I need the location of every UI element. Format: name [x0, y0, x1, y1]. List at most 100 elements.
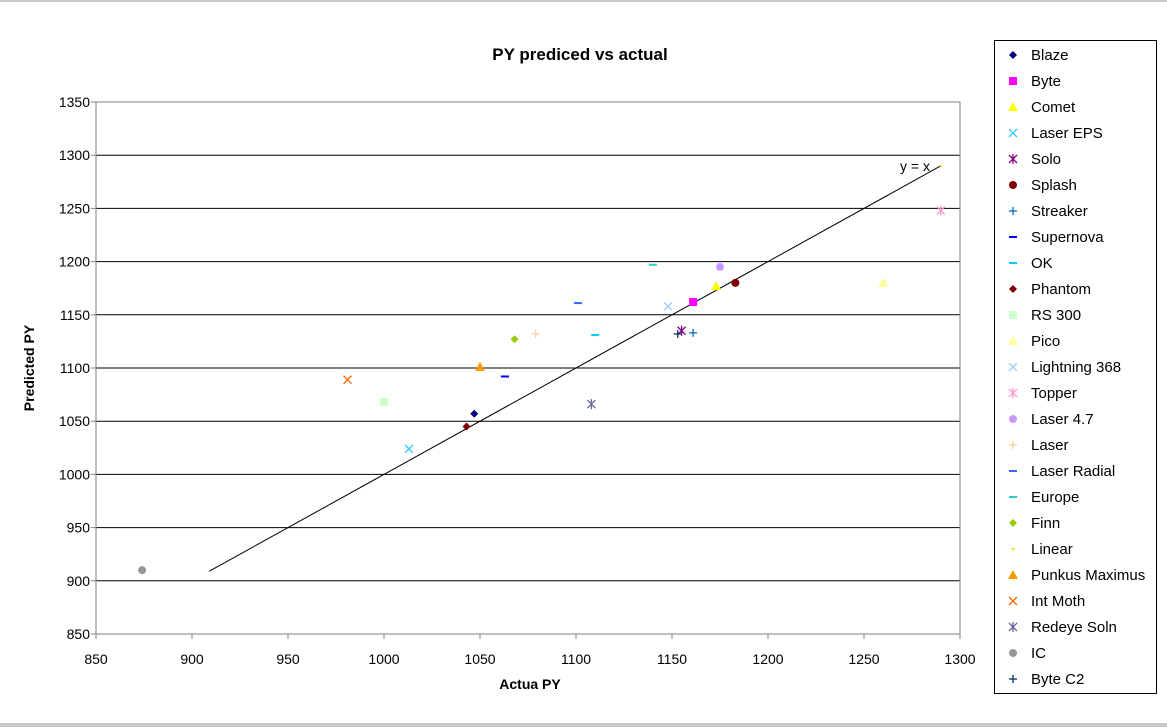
x-tick-label: 1300 — [944, 651, 975, 667]
x-tick-label: 1200 — [752, 651, 783, 667]
x-tick-label: 1000 — [368, 651, 399, 667]
legend-item-streaker: Streaker — [995, 198, 1155, 224]
legend-item-rs-300: RS 300 — [995, 302, 1155, 328]
legend-label: RS 300 — [1031, 306, 1082, 324]
x-axis-ticks: 850 900 950 1000 1050 1100 1150 1200 1250 1300 — [84, 634, 976, 667]
data-point-rs-300 — [380, 398, 388, 407]
legend-marker-icon — [995, 68, 1031, 94]
y-axis-ticks: 850 900 950 1000 1050 1100 1150 1200 1250 1300 135… — [59, 94, 96, 642]
x-tick-label: 900 — [180, 651, 204, 667]
legend-item-byte-c2: Byte C2 — [995, 666, 1155, 692]
legend-item-redeye-soln: Redeye Soln — [995, 614, 1155, 640]
legend-label: Laser 4.7 — [1031, 410, 1094, 428]
legend-marker-icon — [995, 198, 1031, 224]
legend-marker-int-moth — [1008, 596, 1018, 606]
legend-label: Finn — [1031, 514, 1061, 532]
legend-marker-icon — [995, 588, 1031, 614]
x-tick-label: 1250 — [848, 651, 879, 667]
legend-marker-ic — [1009, 649, 1017, 657]
legend-label: Phantom — [1031, 280, 1092, 298]
legend-item-pico: Pico — [995, 328, 1155, 354]
y-tick-label: 1200 — [59, 254, 90, 270]
legend-marker-icon — [995, 94, 1031, 120]
legend-marker-solo — [1008, 154, 1018, 164]
legend-label: Redeye Soln — [1031, 618, 1117, 636]
legend-marker-icon — [995, 276, 1031, 302]
legend-marker-lightning-368 — [1008, 362, 1018, 372]
y-tick-label: 1250 — [59, 200, 90, 216]
data-point-int-moth — [343, 375, 352, 385]
legend-label: Byte — [1031, 72, 1062, 90]
legend-label: Punkus Maximus — [1031, 566, 1146, 584]
legend: Blaze Byte Comet Laser EPS Solo Splash Streake… — [994, 40, 1157, 694]
legend-item-ok: OK — [995, 250, 1155, 276]
data-point-pico — [878, 277, 889, 287]
legend-marker-topper — [1008, 388, 1018, 398]
legend-marker-laser-4-7 — [1009, 415, 1017, 423]
legend-marker-pico — [1008, 336, 1018, 345]
legend-item-blaze: Blaze — [995, 42, 1155, 68]
legend-marker-byte — [1009, 77, 1017, 85]
legend-marker-icon — [995, 510, 1031, 536]
data-point-phantom — [462, 422, 471, 431]
legend-marker-redeye-soln — [1008, 622, 1018, 632]
legend-marker-icon — [995, 328, 1031, 354]
legend-label: Laser — [1031, 436, 1069, 454]
legend-item-byte: Byte — [995, 68, 1155, 94]
y-tick-label: 1100 — [60, 360, 90, 376]
legend-item-punkus-maximus: Punkus Maximus — [995, 562, 1155, 588]
legend-item-laser-4-7: Laser 4.7 — [995, 406, 1155, 432]
y-axis-title: Predicted PY — [21, 324, 37, 411]
legend-marker-icon — [995, 432, 1031, 458]
data-point-splash — [731, 278, 740, 287]
data-point-ic — [138, 566, 147, 575]
legend-marker-icon — [995, 640, 1031, 666]
x-tick-label: 850 — [84, 651, 108, 667]
legend-marker-blaze — [1009, 51, 1017, 59]
data-point-laser-eps — [404, 444, 414, 454]
legend-marker-phantom — [1009, 285, 1017, 293]
legend-marker-icon — [995, 354, 1031, 380]
gridlines — [96, 101, 960, 582]
y-tick-label: 1000 — [59, 466, 90, 482]
legend-item-phantom: Phantom — [995, 276, 1155, 302]
legend-marker-icon — [995, 224, 1031, 250]
legend-marker-icon — [995, 614, 1031, 640]
legend-marker-splash — [1009, 181, 1017, 189]
legend-label: Laser EPS — [1031, 124, 1103, 142]
data-point-streaker — [689, 328, 698, 337]
data-point-comet — [711, 281, 722, 291]
legend-item-int-moth: Int Moth — [995, 588, 1155, 614]
x-tick-label: 1100 — [561, 651, 591, 667]
legend-label: Topper — [1031, 384, 1077, 402]
legend-marker-icon — [995, 42, 1031, 68]
legend-item-ic: IC — [995, 640, 1155, 666]
legend-item-laser-eps: Laser EPS — [995, 120, 1155, 146]
data-point-linear — [939, 164, 942, 168]
x-tick-label: 950 — [276, 651, 300, 667]
y-tick-label: 900 — [67, 573, 91, 589]
reference-line-label: y = x — [900, 158, 930, 174]
data-point-lightning-368 — [663, 301, 673, 311]
x-tick-label: 1050 — [464, 651, 495, 667]
data-point-laser-4-7 — [716, 262, 724, 271]
legend-item-lightning-368: Lightning 368 — [995, 354, 1155, 380]
legend-marker-icon — [995, 562, 1031, 588]
legend-marker-icon — [995, 666, 1031, 692]
legend-label: Splash — [1031, 176, 1077, 194]
legend-marker-byte-c2 — [1009, 675, 1017, 683]
window-top-border — [0, 0, 1167, 2]
legend-item-europe: Europe — [995, 484, 1155, 510]
legend-item-comet: Comet — [995, 94, 1155, 120]
y-tick-label: 1150 — [60, 307, 90, 323]
legend-label: Blaze — [1031, 46, 1069, 64]
reference-line — [209, 165, 942, 572]
y-tick-label: 950 — [67, 520, 91, 536]
window-bottom-border — [0, 723, 1167, 727]
data-point-byte — [689, 298, 698, 307]
legend-marker-punkus-maximus — [1008, 570, 1018, 579]
chart-title: PY prediced vs actual — [492, 45, 667, 64]
data-points — [138, 164, 946, 575]
legend-label: OK — [1031, 254, 1053, 272]
